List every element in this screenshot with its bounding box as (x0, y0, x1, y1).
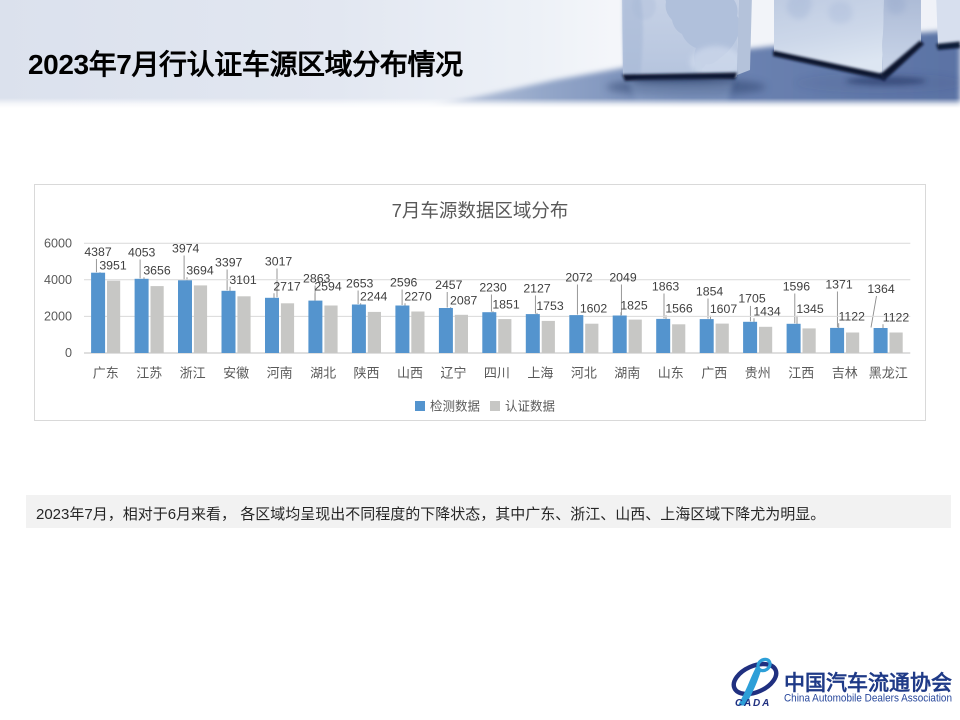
svg-text:吉林: 吉林 (832, 366, 858, 381)
svg-text:2072: 2072 (565, 270, 593, 284)
svg-text:2594: 2594 (314, 279, 342, 293)
svg-text:1851: 1851 (492, 297, 520, 311)
svg-text:2270: 2270 (404, 289, 432, 303)
svg-text:1705: 1705 (738, 292, 766, 306)
svg-text:1607: 1607 (710, 302, 738, 316)
svg-text:1371: 1371 (825, 277, 853, 291)
svg-text:江苏: 江苏 (136, 366, 162, 381)
svg-text:山西: 山西 (397, 366, 423, 381)
svg-text:2596: 2596 (390, 275, 418, 289)
svg-text:1364: 1364 (867, 282, 895, 296)
svg-text:1566: 1566 (665, 301, 693, 315)
svg-text:1753: 1753 (536, 299, 564, 313)
svg-text:江西: 江西 (788, 366, 814, 381)
svg-text:广东: 广东 (93, 366, 119, 381)
svg-text:湖南: 湖南 (614, 366, 640, 381)
svg-text:2653: 2653 (346, 276, 374, 290)
svg-text:2717: 2717 (273, 279, 301, 293)
svg-text:2127: 2127 (523, 281, 551, 295)
svg-text:1434: 1434 (753, 304, 781, 318)
svg-text:上海: 上海 (527, 366, 553, 381)
svg-text:黑龙江: 黑龙江 (869, 366, 908, 381)
svg-text:0: 0 (65, 346, 72, 360)
svg-text:2000: 2000 (44, 310, 72, 324)
svg-text:河南: 河南 (267, 366, 293, 381)
svg-text:1596: 1596 (783, 279, 811, 293)
svg-text:中国汽车流通协会: 中国汽车流通协会 (784, 671, 952, 695)
svg-text:CADA: CADA (735, 698, 771, 709)
svg-text:浙江: 浙江 (180, 366, 206, 381)
svg-text:辽宁: 辽宁 (440, 366, 466, 381)
svg-text:3694: 3694 (186, 263, 214, 277)
svg-text:2230: 2230 (479, 280, 507, 294)
svg-text:6000: 6000 (44, 236, 72, 250)
svg-text:4387: 4387 (84, 245, 112, 259)
svg-text:1122: 1122 (883, 310, 910, 324)
svg-text:广西: 广西 (701, 366, 727, 381)
svg-text:1602: 1602 (580, 301, 608, 315)
svg-text:山东: 山东 (658, 366, 684, 381)
svg-text:河北: 河北 (571, 366, 597, 381)
svg-text:贵州: 贵州 (745, 366, 771, 381)
svg-text:3397: 3397 (215, 255, 243, 269)
svg-text:3656: 3656 (143, 263, 171, 277)
svg-text:China Automobile Dealers Assoc: China Automobile Dealers Association (784, 693, 952, 705)
svg-text:7月车源数据区域分布: 7月车源数据区域分布 (392, 200, 569, 221)
svg-text:检测数据: 检测数据 (430, 399, 480, 414)
svg-text:2457: 2457 (435, 278, 463, 292)
svg-text:3101: 3101 (229, 273, 257, 287)
svg-text:2244: 2244 (360, 289, 388, 303)
svg-text:湖北: 湖北 (310, 366, 336, 381)
svg-text:1863: 1863 (652, 279, 680, 293)
svg-text:4053: 4053 (128, 245, 156, 259)
svg-text:四川: 四川 (484, 366, 510, 381)
svg-text:陕西: 陕西 (353, 366, 379, 381)
svg-text:2863: 2863 (303, 271, 331, 285)
svg-text:2087: 2087 (450, 293, 478, 307)
svg-text:2049: 2049 (609, 270, 637, 284)
svg-text:安徽: 安徽 (223, 366, 249, 381)
svg-text:1122: 1122 (838, 309, 865, 323)
svg-text:3017: 3017 (265, 254, 293, 268)
svg-text:1825: 1825 (620, 298, 648, 312)
svg-text:3951: 3951 (99, 258, 127, 272)
svg-text:1854: 1854 (696, 284, 724, 298)
svg-text:1345: 1345 (796, 302, 824, 316)
svg-text:3974: 3974 (172, 241, 200, 255)
svg-text:认证数据: 认证数据 (505, 399, 555, 414)
svg-text:4000: 4000 (44, 273, 72, 287)
